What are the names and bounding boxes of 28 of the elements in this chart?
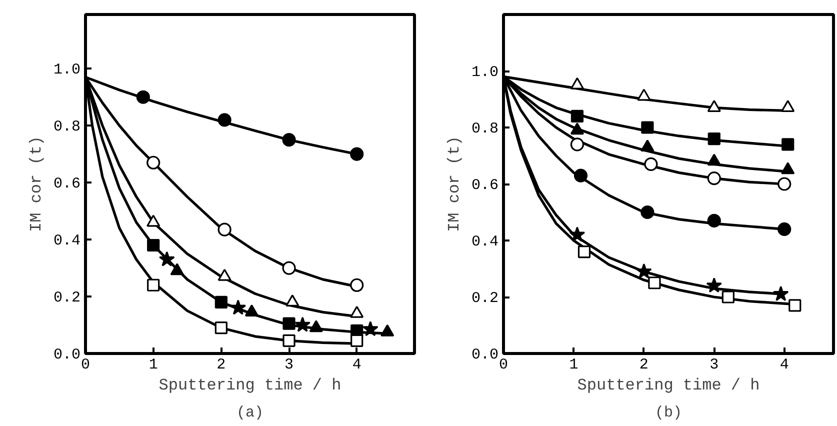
y-tick-label: 1.0 <box>471 64 499 81</box>
x-tick-label: 3 <box>710 356 719 374</box>
y-tick-label: 0.8 <box>471 120 499 138</box>
x-tick-label: 2 <box>216 356 226 374</box>
x-tick-label: 3 <box>284 356 294 374</box>
y-tick-label: 0.4 <box>53 232 81 250</box>
y-tick-label: 0.2 <box>53 290 81 307</box>
y-tick-label: 0.8 <box>53 118 81 136</box>
y-tick-label: 0.6 <box>471 177 499 194</box>
x-axis-title: Sputtering time / h <box>158 376 342 394</box>
x-tick-label: 2 <box>639 356 648 374</box>
y-axis-title: IM cor (t) <box>27 136 46 232</box>
y-tick-label: 0.0 <box>53 346 81 364</box>
y-tick-label: 0.2 <box>471 290 499 307</box>
text: (b) <box>655 404 682 422</box>
y-tick-label: 1.0 <box>53 62 81 79</box>
text: (a) <box>236 404 264 422</box>
x-tick-label: 4 <box>352 356 362 374</box>
x-tick-label: 1 <box>569 356 578 374</box>
x-tick-label: 0 <box>499 356 508 374</box>
x-tick-label: 4 <box>780 356 789 374</box>
x-axis-title: Sputtering time / h <box>577 376 760 394</box>
y-tick-label: 0.0 <box>471 346 499 364</box>
x-tick-label: 1 <box>148 356 158 374</box>
y-tick-label: 0.6 <box>53 176 81 193</box>
x-tick-label: 0 <box>81 356 90 374</box>
y-axis-title: IM cor (t) <box>445 136 464 232</box>
y-tick-label: 0.4 <box>471 234 499 250</box>
